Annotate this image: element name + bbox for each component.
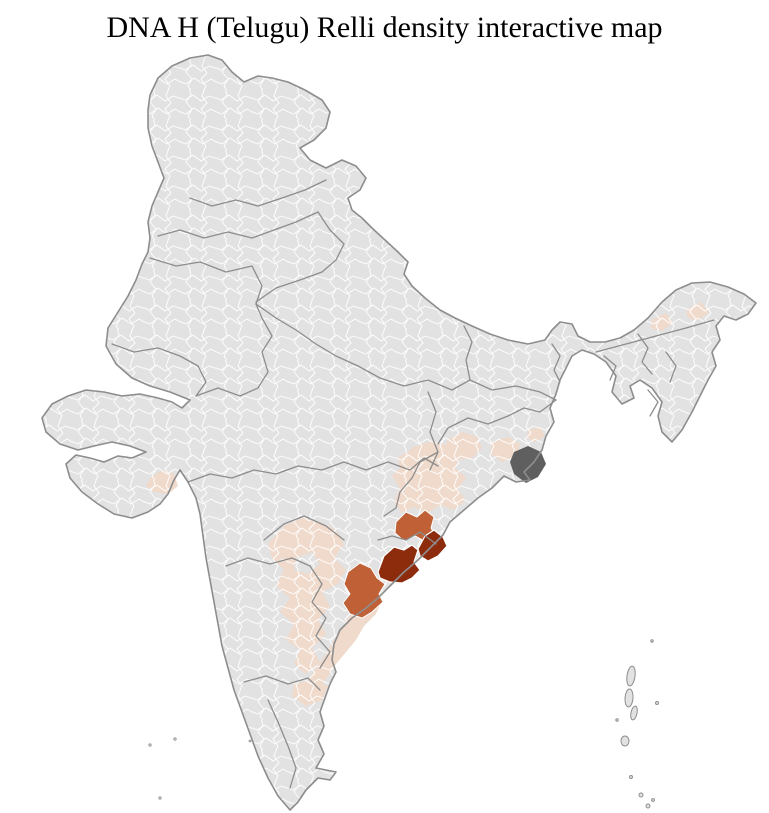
- lakshadweep-islands[interactable]: [148, 737, 252, 800]
- district-boundaries: [42, 55, 756, 810]
- map-title: DNA H (Telugu) Relli density interactive…: [106, 11, 663, 44]
- state-boundaries: [111, 179, 715, 789]
- high-density-district[interactable]: [377, 544, 421, 584]
- delta-marsh-area: [510, 446, 546, 483]
- medium-density-district[interactable]: [342, 562, 386, 619]
- andaman-nicobar-islands[interactable]: [615, 639, 659, 809]
